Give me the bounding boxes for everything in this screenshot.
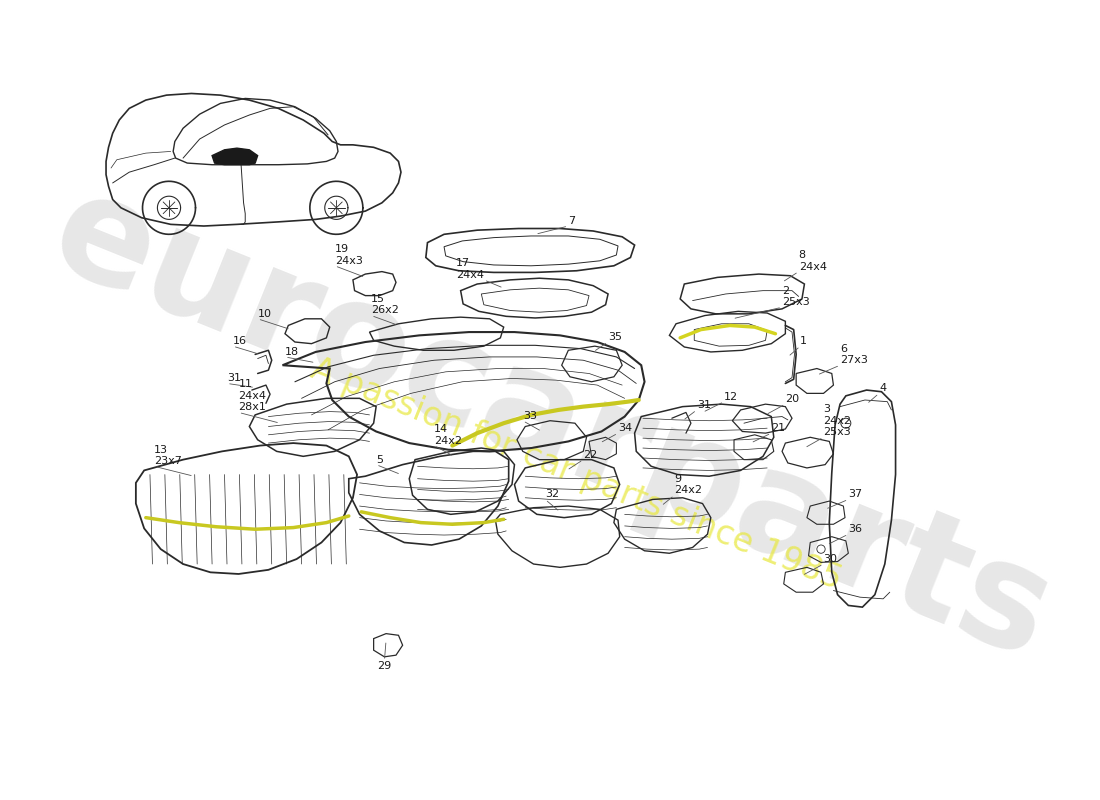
Text: 20: 20 [785,394,800,404]
Text: 2
25x3: 2 25x3 [782,286,810,307]
Text: 10: 10 [257,309,272,319]
Text: 7: 7 [569,216,575,226]
Text: A passion for car parts since 1985: A passion for car parts since 1985 [307,353,847,597]
Text: 1: 1 [801,336,807,346]
Text: eurocarparts: eurocarparts [33,160,1071,690]
Text: 21: 21 [771,423,785,433]
Text: 31: 31 [227,374,241,383]
Text: 22: 22 [583,450,597,460]
Text: 9
24x2: 9 24x2 [674,474,703,495]
Text: 33: 33 [522,410,537,421]
Text: 34: 34 [618,423,632,433]
Text: 16: 16 [233,336,246,346]
Text: 37: 37 [848,490,862,499]
Text: 12: 12 [724,392,738,402]
Text: 8
24x4: 8 24x4 [799,250,826,271]
Text: 35: 35 [608,332,623,342]
Text: 13
23x7: 13 23x7 [154,445,182,466]
Text: 19
24x3: 19 24x3 [334,244,363,266]
Text: 31: 31 [696,400,711,410]
Text: 6
27x3: 6 27x3 [840,344,868,366]
Polygon shape [212,148,257,165]
Text: 18: 18 [285,347,299,357]
Text: 4: 4 [879,383,887,394]
Text: 36: 36 [848,524,862,534]
Text: 32: 32 [546,490,559,499]
Text: 3
24x2
25x3: 3 24x2 25x3 [824,404,851,438]
Text: 11
24x4
28x1: 11 24x4 28x1 [239,379,266,413]
Text: 17
24x4: 17 24x4 [455,258,484,280]
Text: 14
24x2: 14 24x2 [434,424,462,446]
Text: 29: 29 [377,661,392,671]
Text: 15
26x2: 15 26x2 [371,294,399,315]
Text: 5: 5 [376,454,383,465]
Text: 30: 30 [824,554,837,564]
